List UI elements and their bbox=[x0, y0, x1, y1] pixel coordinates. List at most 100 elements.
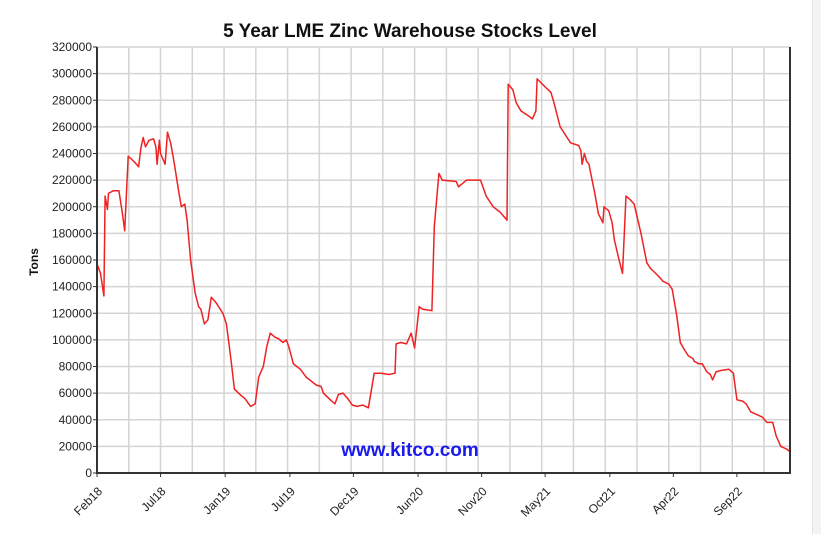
y-tick-label: 160000 bbox=[52, 253, 92, 267]
data-point bbox=[305, 376, 307, 378]
x-tick-labels: Feb18 Jul18 Jan19 Jul19 Dec19 Jun20 Nov20 May21… bbox=[71, 484, 745, 520]
data-point bbox=[262, 365, 264, 368]
data-point bbox=[692, 357, 694, 360]
data-point bbox=[144, 146, 147, 148]
data-point bbox=[544, 86, 546, 88]
data-point bbox=[337, 393, 339, 396]
data-point bbox=[597, 212, 599, 215]
x-tick-label: Dec19 bbox=[327, 484, 362, 519]
data-point bbox=[418, 305, 420, 308]
data-point bbox=[687, 355, 689, 357]
data-point bbox=[755, 413, 758, 416]
data-point bbox=[112, 190, 114, 192]
data-point bbox=[254, 403, 256, 405]
data-point bbox=[288, 345, 290, 348]
data-point bbox=[410, 332, 412, 334]
data-point bbox=[775, 435, 777, 437]
data-point bbox=[189, 259, 192, 261]
data-point bbox=[137, 166, 140, 168]
data-point bbox=[701, 363, 703, 365]
data-point bbox=[269, 332, 271, 334]
data-point bbox=[107, 192, 110, 195]
data-point bbox=[657, 275, 659, 277]
data-point bbox=[531, 118, 534, 120]
data-point bbox=[506, 219, 508, 221]
data-point bbox=[203, 323, 206, 325]
data-point bbox=[766, 421, 768, 424]
data-point bbox=[640, 232, 642, 234]
data-point bbox=[431, 309, 433, 312]
data-point bbox=[475, 179, 477, 181]
data-point bbox=[613, 239, 616, 241]
data-point bbox=[164, 163, 166, 165]
x-tick-label: Nov20 bbox=[455, 484, 490, 519]
data-point bbox=[535, 110, 537, 112]
data-point bbox=[103, 295, 105, 297]
data-point bbox=[118, 190, 120, 192]
data-point bbox=[156, 163, 158, 165]
data-point bbox=[455, 180, 457, 183]
data-point bbox=[578, 144, 580, 147]
y-axis-label: Tons bbox=[27, 248, 41, 276]
data-point bbox=[347, 397, 349, 400]
data-points bbox=[96, 78, 791, 453]
y-tick-label: 240000 bbox=[52, 147, 92, 161]
data-point bbox=[121, 212, 124, 215]
data-point bbox=[602, 222, 604, 224]
data-point bbox=[485, 195, 487, 197]
data-point bbox=[772, 421, 774, 424]
y-tick-label: 60000 bbox=[59, 386, 93, 400]
data-point bbox=[520, 110, 522, 112]
data-point bbox=[732, 372, 735, 374]
data-point bbox=[618, 259, 620, 261]
y-tick-label: 100000 bbox=[52, 333, 92, 347]
data-point bbox=[210, 296, 212, 298]
data-point bbox=[581, 163, 583, 165]
data-point bbox=[334, 403, 336, 405]
data-point bbox=[706, 371, 708, 373]
x-tick-label: May21 bbox=[518, 484, 554, 520]
x-tick-label: Feb18 bbox=[71, 484, 105, 518]
data-point bbox=[515, 102, 517, 104]
data-point bbox=[296, 365, 298, 368]
data-point bbox=[507, 83, 509, 85]
data-point bbox=[594, 192, 596, 195]
data-point bbox=[106, 208, 108, 211]
data-point bbox=[720, 369, 722, 372]
data-point bbox=[155, 146, 157, 148]
data-point bbox=[148, 139, 150, 141]
y-tick-label: 80000 bbox=[59, 360, 93, 374]
data-point bbox=[646, 262, 648, 264]
y-tick-label: 180000 bbox=[52, 226, 92, 240]
x-tick-label: Jul18 bbox=[138, 484, 168, 514]
y-tick-label: 40000 bbox=[59, 413, 93, 427]
kitco-watermark-link[interactable]: www.kitco.com bbox=[340, 440, 479, 461]
data-point bbox=[662, 280, 664, 282]
data-point bbox=[742, 400, 744, 402]
data-point bbox=[186, 219, 188, 221]
data-point bbox=[388, 373, 390, 376]
data-point bbox=[140, 147, 142, 149]
data-point bbox=[299, 368, 301, 370]
data-point bbox=[736, 399, 738, 401]
y-tick-label: 0 bbox=[85, 466, 92, 480]
data-point bbox=[553, 103, 555, 105]
data-point bbox=[630, 199, 632, 201]
y-tick-label: 260000 bbox=[52, 120, 92, 134]
data-point bbox=[362, 404, 364, 406]
data-point bbox=[499, 211, 501, 213]
data-point bbox=[266, 345, 268, 348]
data-point bbox=[351, 404, 353, 406]
data-point bbox=[569, 142, 572, 144]
data-point bbox=[679, 341, 681, 344]
y-tick-label: 220000 bbox=[52, 173, 92, 187]
y-tick-label: 140000 bbox=[52, 280, 92, 294]
data-point bbox=[356, 405, 358, 408]
data-point bbox=[277, 337, 279, 340]
data-point bbox=[633, 203, 635, 205]
y-tick-label: 20000 bbox=[59, 439, 93, 453]
data-point bbox=[180, 206, 182, 208]
x-tick-label: Jun20 bbox=[393, 484, 426, 517]
data-point bbox=[233, 388, 236, 390]
